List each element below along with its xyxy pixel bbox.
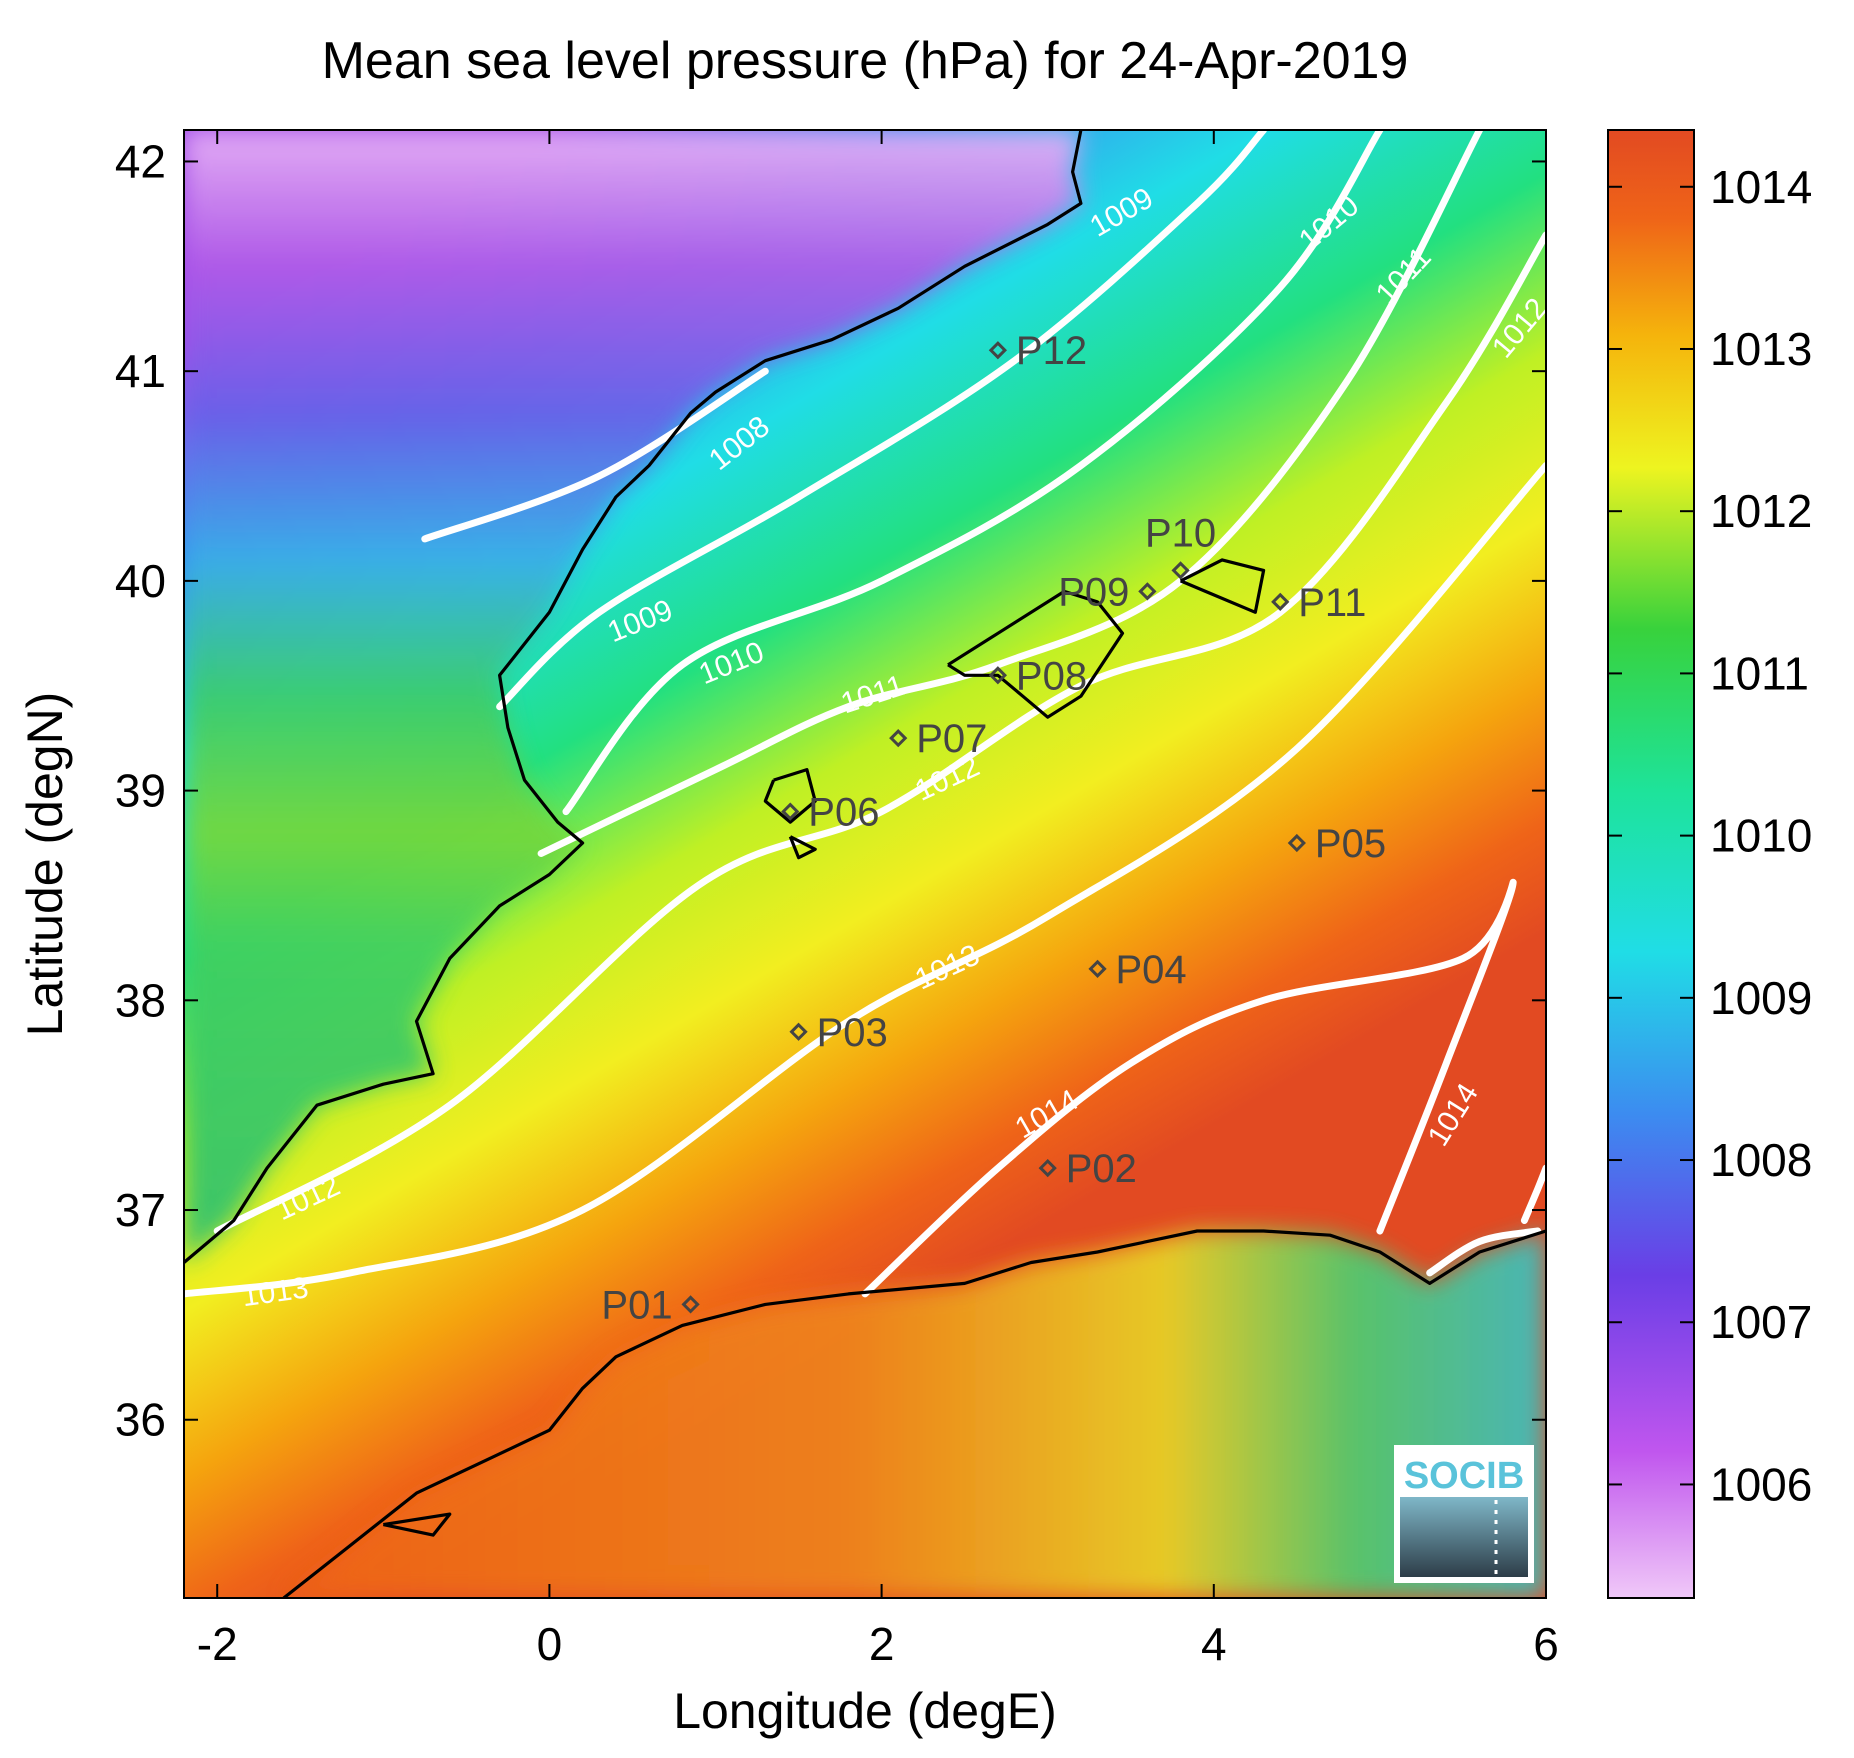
colorbar-tick-label: 1011 (1710, 647, 1809, 699)
stations: P01 P02 P03 P04 P05 P06 P07 P08 P09 P10 P11 P12 (601, 329, 1386, 1327)
plot-area: 1008100910091010101010111011101210121012… (184, 130, 1546, 1598)
isobar-1011 (537, 130, 1484, 857)
colorbar-tick-label: 1007 (1710, 1296, 1812, 1348)
station-label-p06: P06 (808, 791, 879, 835)
y-tick-label: 38 (115, 974, 166, 1026)
coastline-3 (1179, 558, 1266, 614)
coastline-6 (382, 1512, 452, 1537)
station-marker-p04 (1088, 959, 1107, 978)
coastline-5 (788, 835, 817, 860)
colorbar-tick-label: 1009 (1710, 972, 1812, 1024)
logo-text: SOCIB (1404, 1455, 1524, 1497)
isobar-1014 (1426, 1227, 1542, 1277)
station-label-p09: P09 (1058, 570, 1129, 614)
station-marker-p03 (789, 1022, 808, 1041)
colorbar-tick-label: 1006 (1710, 1458, 1812, 1510)
logo-wave (1400, 1497, 1528, 1577)
coastline-1 (282, 1229, 1546, 1598)
isobar-contours (184, 130, 1546, 1298)
y-tick-label: 36 (115, 1394, 166, 1446)
colorbar-tick-label: 1008 (1710, 1134, 1812, 1186)
colorbar-tick-label: 1012 (1710, 485, 1812, 537)
isobar-1014 (861, 878, 1517, 1298)
isobar-1014 (1520, 1164, 1546, 1224)
station-label-p05: P05 (1315, 822, 1386, 866)
x-tick-label: 6 (1533, 1618, 1559, 1670)
colorbar-tick-label: 1014 (1710, 161, 1812, 213)
station-marker-p09 (1138, 582, 1157, 601)
colorbar-ticks: 1006 1007 1008 1009 1010 1011 1012 1013 1014 (1608, 161, 1812, 1510)
coastline-0 (184, 130, 1083, 1264)
y-tick-label: 37 (115, 1184, 166, 1236)
station-label-p01: P01 (601, 1283, 672, 1327)
coastlines (184, 130, 1546, 1598)
x-tick-label: 2 (869, 1618, 895, 1670)
y-tick-label: 42 (115, 135, 166, 187)
y-tick-label: 41 (115, 345, 166, 397)
station-marker-p07 (889, 729, 908, 748)
x-tick-label: -2 (197, 1618, 238, 1670)
y-tick-label: 39 (115, 765, 166, 817)
isobar-1012 (213, 231, 1546, 1235)
station-label-p07: P07 (916, 717, 987, 761)
station-marker-p10 (1171, 561, 1190, 580)
isobar-1013 (184, 462, 1546, 1298)
africa-land-shading (283, 1231, 1546, 1598)
iberia-land-shading (184, 130, 1081, 1263)
station-label-p08: P08 (1016, 654, 1087, 698)
y-axis-ticks: 36 37 38 39 40 41 42 (115, 135, 1546, 1446)
colorbar-tick-label: 1013 (1710, 323, 1812, 375)
station-marker-p06 (781, 802, 800, 821)
station-marker-p05 (1287, 833, 1306, 853)
station-label-p10: P10 (1145, 511, 1216, 555)
coastline-4 (763, 768, 817, 824)
colorbar-tick-label: 1010 (1710, 810, 1812, 862)
plot-frame (183, 129, 1547, 1599)
socib-logo: SOCIB (1394, 1445, 1534, 1583)
y-tick-label: 40 (115, 555, 166, 607)
station-marker-p12 (988, 341, 1008, 360)
colorbar (1607, 129, 1695, 1599)
x-axis-label: Longitude (degE) (673, 1683, 1057, 1739)
y-axis-label: Latitude (degN) (17, 692, 73, 1037)
isobar-1009 (496, 130, 1268, 711)
station-marker-p08 (988, 666, 1008, 685)
isobar-1008 (421, 367, 769, 543)
isobar-1010 (562, 130, 1384, 816)
coastline-2 (947, 589, 1125, 719)
station-marker-p01 (681, 1295, 700, 1314)
station-label-p12: P12 (1016, 329, 1087, 373)
station-label-p03: P03 (817, 1011, 888, 1055)
x-tick-label: 4 (1201, 1618, 1227, 1670)
station-label-p11: P11 (1298, 581, 1366, 625)
station-marker-p02 (1038, 1158, 1057, 1178)
station-label-p04: P04 (1116, 948, 1187, 992)
x-axis-ticks: -2 0 2 4 6 (197, 130, 1559, 1670)
chart-title: Mean sea level pressure (hPa) for 24-Apr… (322, 32, 1409, 90)
x-tick-label: 0 (537, 1618, 563, 1670)
station-label-p02: P02 (1066, 1147, 1137, 1191)
station-marker-p11 (1271, 592, 1290, 611)
